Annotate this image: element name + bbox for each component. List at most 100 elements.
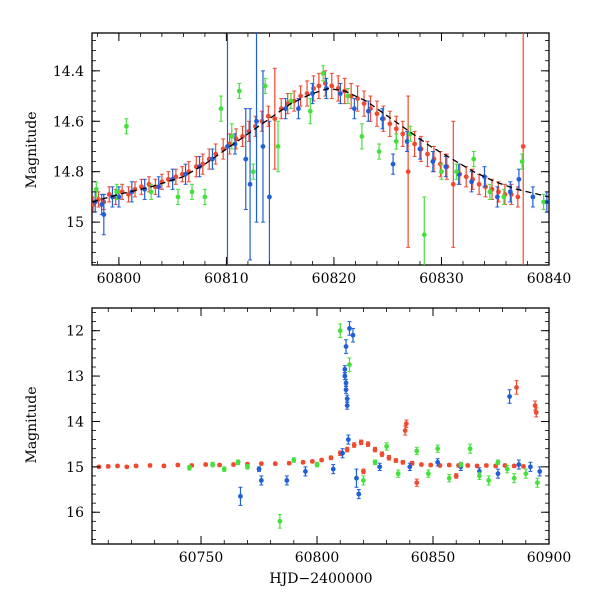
data-point	[358, 439, 364, 445]
data-point	[507, 189, 513, 195]
bottom-series-1-point-4	[344, 394, 350, 403]
bottom-y-tick-label: 15	[66, 460, 84, 476]
data-point	[238, 493, 243, 499]
data-point	[519, 159, 525, 165]
bottom-series-1-point-25	[516, 459, 522, 470]
top-series-0-point-49	[405, 95, 411, 248]
top-series-0-point-28	[272, 67, 278, 170]
top-series-1-point-33	[469, 171, 474, 193]
top-series-2-point-22	[439, 163, 444, 180]
bottom-series-2-point-17	[467, 443, 473, 454]
data-point	[231, 462, 236, 467]
top-series-0-point-3	[106, 186, 112, 203]
data-point	[474, 463, 480, 469]
data-point	[202, 194, 208, 200]
top-series-1-point-27	[390, 153, 396, 175]
bottom-series-0-point-28	[393, 458, 399, 463]
top-series-2-point-0	[93, 181, 99, 198]
data-point	[372, 447, 378, 452]
data-point	[99, 202, 105, 207]
bottom-series-0-point-50	[361, 468, 366, 475]
data-point	[203, 462, 209, 467]
bottom-series-0-point-33	[419, 462, 424, 467]
top-data-layer	[92, 33, 549, 265]
bottom-y-tick-label: 14	[66, 414, 84, 430]
data-point	[483, 463, 489, 468]
top-series-1-point-34	[482, 166, 487, 188]
bottom-series-0-point-49	[453, 473, 459, 479]
top-series-1-point-4	[116, 186, 122, 208]
bottom-series-0-point-43	[511, 463, 517, 469]
data-point	[240, 133, 245, 139]
bottom-series-2-point-18	[477, 471, 482, 481]
data-point	[496, 189, 501, 195]
top-plot-frame	[91, 32, 550, 266]
data-point	[530, 194, 536, 200]
bottom-series-0-point-42	[502, 463, 508, 468]
data-point	[320, 70, 326, 76]
bottom-series-2-point-22	[511, 473, 517, 484]
data-point	[314, 462, 320, 467]
data-point	[124, 123, 129, 129]
bottom-x-tick-label: 60900	[527, 550, 572, 566]
data-point	[516, 462, 522, 467]
bottom-series-2-point-1	[347, 357, 352, 373]
data-point	[361, 101, 367, 107]
bottom-series-2-point-14	[435, 444, 441, 453]
bottom-series-1-point-24	[507, 389, 512, 404]
top-series-0-point-41	[355, 85, 360, 112]
top-series-0-point-11	[159, 173, 165, 190]
data-point	[414, 480, 420, 486]
bottom-x-tick-label: 60850	[411, 550, 456, 566]
data-point	[454, 169, 459, 175]
data-point	[291, 457, 297, 463]
bottom-y-tick-label: 13	[66, 369, 84, 385]
bottom-x-tick-label: 60800	[295, 550, 340, 566]
bottom-series-0-point-22	[351, 442, 357, 448]
data-point	[106, 191, 112, 197]
top-series-0-point-9	[146, 176, 152, 193]
data-point	[511, 475, 517, 481]
top-y-tick-label: 14.6	[53, 114, 84, 130]
data-point	[236, 88, 242, 94]
top-series-2-point-27	[519, 153, 525, 170]
bottom-series-2-point-16	[458, 461, 464, 468]
bottom-series-1-point-11	[354, 468, 359, 488]
data-point	[221, 466, 227, 472]
bottom-series-0-point-9	[203, 462, 209, 467]
data-point	[528, 464, 533, 470]
top-series-1-point-29	[417, 138, 423, 160]
top-series-2-point-13	[288, 93, 294, 110]
top-series-0-point-37	[329, 72, 335, 100]
top-x-tick-label: 60840	[527, 271, 572, 287]
data-point	[126, 191, 131, 197]
bottom-x-tick-label: 60750	[179, 550, 224, 566]
bottom-series-0-point-36	[446, 462, 452, 468]
data-point	[471, 156, 477, 162]
top-series-0-point-20	[220, 138, 226, 160]
bottom-y-tick-label: 16	[66, 505, 84, 521]
data-point	[200, 161, 206, 167]
data-point	[235, 459, 241, 465]
data-point	[532, 403, 538, 408]
top-series-2-point-4	[175, 188, 181, 205]
bottom-series-1-point-1	[342, 371, 348, 381]
top-series-0-point-44	[374, 100, 380, 127]
bottom-series-0-point-21	[344, 446, 350, 453]
data-point	[124, 464, 130, 470]
data-point	[247, 181, 253, 187]
data-point	[342, 373, 348, 379]
bottom-series-0-point-5	[147, 463, 153, 468]
data-point	[173, 174, 179, 180]
bottom-series-2-point-26	[221, 466, 227, 472]
data-point	[161, 463, 167, 469]
top-series-2-point-21	[421, 196, 427, 265]
data-point	[439, 169, 444, 175]
bottom-series-0-point-23	[358, 439, 364, 446]
bottom-series-0-point-24	[365, 441, 371, 447]
bottom-series-2-point-24	[535, 477, 540, 488]
top-series-1-point-9	[183, 163, 188, 185]
bottom-panel: 60750 60800 60850 60900 12 13 14 15 16 Magnitude…	[24, 307, 572, 587]
data-point	[412, 141, 417, 147]
top-series-0-point-12	[165, 171, 171, 188]
